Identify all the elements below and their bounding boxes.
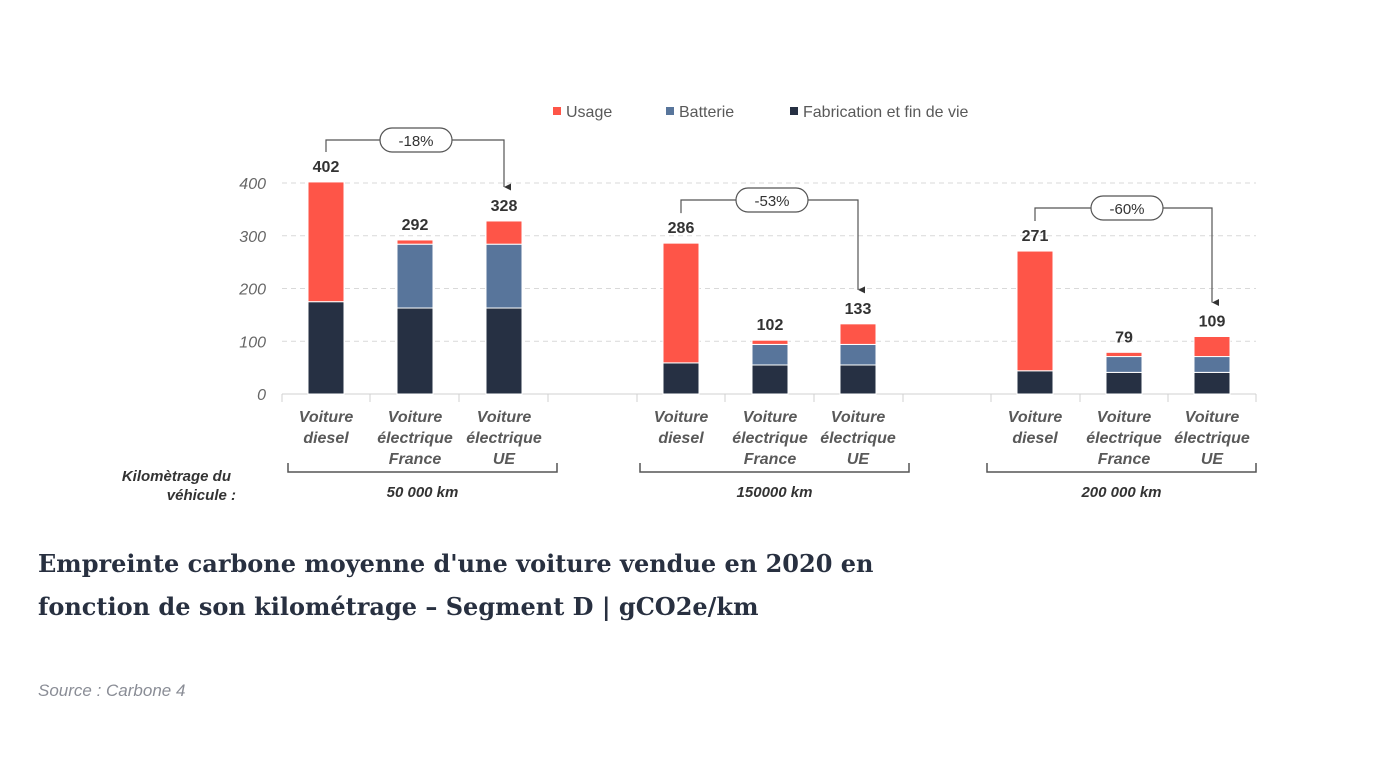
- bar-total-label: 109: [1199, 314, 1226, 331]
- bar-total-label: 102: [757, 317, 784, 334]
- y-tick-label: 100: [239, 334, 266, 351]
- group-label: 200 000 km: [1080, 484, 1161, 501]
- bar-segment-batterie: [839, 343, 877, 366]
- row-label: véhicule :: [167, 487, 236, 504]
- bar-segment-fabrication: [396, 307, 434, 395]
- bar-total-label: 271: [1022, 228, 1049, 245]
- bar-segment-usage: [1105, 351, 1143, 358]
- group-label: 150000 km: [737, 484, 813, 501]
- bar-total-label: 133: [845, 301, 872, 318]
- bar-total-label: 292: [402, 217, 429, 234]
- legend-label: Usage: [566, 104, 612, 121]
- y-tick-label: 200: [238, 282, 266, 299]
- category-label: France: [1098, 451, 1151, 468]
- bar-segment-usage: [662, 242, 700, 364]
- comparison-pill: [379, 127, 453, 153]
- y-tick-label: 0: [257, 387, 266, 404]
- category-label: électrique: [820, 430, 896, 447]
- category-label: Voiture: [654, 409, 709, 426]
- category-label: Voiture: [299, 409, 354, 426]
- chart-caption-title: Empreinte carbone moyenne d'une voiture …: [38, 549, 874, 621]
- bar-segment-fabrication: [1105, 371, 1143, 395]
- category-label: diesel: [658, 430, 704, 447]
- legend-swatch: [553, 107, 561, 115]
- bar-segment-usage: [839, 323, 877, 345]
- legend-label: Batterie: [679, 104, 734, 121]
- bar-segment-batterie: [396, 243, 434, 309]
- category-label: électrique: [1174, 430, 1250, 447]
- comparison-label: -60%: [1109, 201, 1144, 218]
- y-tick-label: 300: [239, 229, 266, 246]
- bar-segment-usage: [1016, 250, 1054, 372]
- category-label: Voiture: [1185, 409, 1240, 426]
- bar-segment-usage: [485, 220, 523, 245]
- bar-segment-batterie: [1105, 356, 1143, 373]
- category-label: Voiture: [1097, 409, 1152, 426]
- comparison-label: -53%: [754, 193, 789, 210]
- bar-segment-usage: [396, 239, 434, 245]
- comparison-connector: [680, 199, 858, 290]
- category-label: UE: [1201, 451, 1225, 468]
- bar-segment-batterie: [485, 243, 523, 309]
- group-label: 50 000 km: [387, 484, 459, 501]
- category-label: UE: [493, 451, 517, 468]
- bar-segment-fabrication: [839, 364, 877, 395]
- bar-segment-fabrication: [1016, 370, 1054, 395]
- bar-total-label: 328: [491, 198, 518, 215]
- bar-segment-fabrication: [485, 307, 523, 395]
- bar-total-label: 286: [668, 220, 695, 237]
- category-label: Voiture: [743, 409, 798, 426]
- category-label: Voiture: [1008, 409, 1063, 426]
- category-label: UE: [847, 451, 871, 468]
- bar-segment-fabrication: [307, 301, 345, 395]
- category-label: électrique: [732, 430, 808, 447]
- legend-label: Fabrication et fin de vie: [803, 104, 969, 121]
- bar-segment-fabrication: [662, 362, 700, 395]
- category-label: Voiture: [477, 409, 532, 426]
- bar-segment-batterie: [751, 343, 789, 366]
- stacked-bar-chart: 0 100 200 300 400 Usage Batterie Fabrication et…: [122, 104, 1257, 504]
- comparison-label: -18%: [398, 133, 433, 150]
- category-label: Voiture: [831, 409, 886, 426]
- source-note: Source : Carbone 4: [38, 681, 186, 700]
- category-label: France: [389, 451, 442, 468]
- row-label: Kilomètrage du: [122, 468, 231, 485]
- bar-segment-batterie: [1193, 356, 1231, 373]
- bar-segment-usage: [1193, 336, 1231, 358]
- category-label: Voiture: [388, 409, 443, 426]
- category-label: diesel: [303, 430, 349, 447]
- legend-swatch: [666, 107, 674, 115]
- bar-total-label: 79: [1115, 329, 1133, 346]
- bar-segment-fabrication: [1193, 371, 1231, 395]
- bar-segment-fabrication: [751, 364, 789, 395]
- category-label: diesel: [1012, 430, 1058, 447]
- bar-segment-usage: [307, 181, 345, 303]
- group-bracket: [986, 463, 1257, 473]
- bar-segment-usage: [751, 339, 789, 345]
- group-bracket: [639, 463, 910, 473]
- bar-total-label: 402: [313, 159, 340, 176]
- category-label: électrique: [1086, 430, 1162, 447]
- comparison-pill: [1090, 195, 1164, 221]
- category-label: France: [744, 451, 797, 468]
- group-bracket: [287, 463, 558, 473]
- legend-swatch: [790, 107, 798, 115]
- y-tick-label: 400: [239, 176, 266, 193]
- category-label: électrique: [466, 430, 542, 447]
- comparison-pill: [735, 187, 809, 213]
- category-label: électrique: [377, 430, 453, 447]
